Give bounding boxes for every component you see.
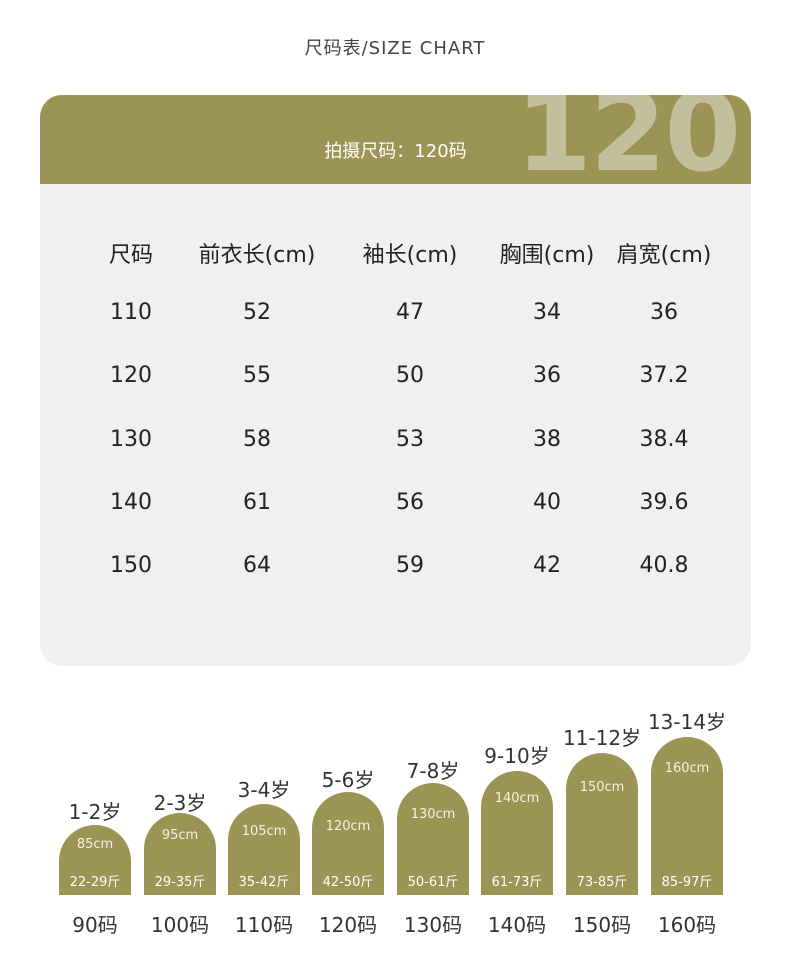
table-cell: 58	[243, 427, 271, 452]
page-title: 尺码表/SIZE CHART	[304, 38, 486, 59]
height-label: 150cm	[579, 780, 625, 795]
size-label: 140码	[487, 913, 547, 937]
table-cell: 47	[396, 300, 424, 325]
size-label: 100码	[150, 913, 210, 937]
age-label: 7-8岁	[406, 759, 460, 783]
table-cell: 110	[110, 300, 152, 325]
column-header-size: 尺码	[108, 243, 154, 268]
weight-label: 35-42斤	[238, 875, 290, 890]
age-label: 13-14岁	[647, 710, 727, 734]
table-cell: 38	[533, 427, 561, 452]
age-label: 5-6岁	[321, 768, 375, 792]
weight-label: 29-35斤	[154, 875, 206, 890]
table-cell: 150	[110, 553, 152, 578]
size-arch: 95cm 29-35斤	[144, 813, 216, 895]
size-label: 160码	[657, 913, 717, 937]
weight-label: 73-85斤	[576, 875, 628, 890]
column-header-length: 前衣长(cm)	[198, 243, 316, 268]
height-label: 95cm	[161, 828, 199, 843]
size-label: 90码	[72, 913, 118, 937]
weight-label: 22-29斤	[69, 875, 121, 890]
size-arch: 85cm 22-29斤	[59, 825, 131, 895]
age-label: 2-3岁	[153, 791, 207, 815]
table-cell: 38.4	[639, 427, 689, 452]
height-label: 120cm	[325, 819, 371, 834]
size-label: 110码	[234, 913, 294, 937]
table-cell: 50	[396, 363, 424, 388]
size-table: 尺码 前衣长(cm) 袖长(cm) 胸围(cm) 肩宽(cm) 110 52 4…	[40, 95, 751, 666]
table-cell: 40	[533, 490, 561, 515]
height-label: 130cm	[410, 807, 456, 822]
table-cell: 61	[243, 490, 271, 515]
column-header-sleeve: 袖长(cm)	[362, 243, 458, 268]
size-arch: 140cm 61-73斤	[481, 771, 553, 895]
table-cell: 36	[533, 363, 561, 388]
weight-label: 85-97斤	[661, 875, 713, 890]
size-arch: 160cm 85-97斤	[651, 737, 723, 895]
size-arch: 105cm 35-42斤	[228, 804, 300, 895]
shooting-size-watermark: 120	[515, 95, 741, 196]
size-label: 150码	[572, 913, 632, 937]
size-arch: 130cm 50-61斤	[397, 783, 469, 895]
table-cell: 40.8	[639, 553, 689, 578]
weight-label: 61-73斤	[491, 875, 543, 890]
shooting-size-label: 拍摄尺码：120码	[324, 141, 467, 162]
table-cell: 37.2	[639, 363, 689, 388]
size-label: 130码	[403, 913, 463, 937]
weight-label: 50-61斤	[407, 875, 459, 890]
table-cell: 56	[396, 490, 424, 515]
size-chart-card: 120 拍摄尺码：120码 尺码 前衣长(cm) 袖长(cm) 胸围(cm) 肩…	[40, 95, 751, 666]
table-cell: 36	[650, 300, 678, 325]
height-label: 105cm	[241, 824, 287, 839]
age-label: 9-10岁	[484, 744, 550, 768]
height-label: 85cm	[76, 837, 114, 852]
table-cell: 53	[396, 427, 424, 452]
table-cell: 34	[533, 300, 561, 325]
table-cell: 55	[243, 363, 271, 388]
table-cell: 130	[110, 427, 152, 452]
table-cell: 42	[533, 553, 561, 578]
size-label: 120码	[318, 913, 378, 937]
table-cell: 52	[243, 300, 271, 325]
card-header: 120 拍摄尺码：120码	[40, 95, 751, 196]
age-label: 11-12岁	[562, 726, 642, 750]
table-cell: 59	[396, 553, 424, 578]
height-label: 140cm	[494, 791, 540, 806]
table-cell: 39.6	[639, 490, 689, 515]
size-arch: 120cm 42-50斤	[312, 792, 384, 895]
table-cell: 120	[110, 363, 152, 388]
table-cell: 64	[243, 553, 271, 578]
height-label: 160cm	[664, 761, 710, 776]
column-header-shoulder: 肩宽(cm)	[616, 243, 712, 268]
age-label: 1-2岁	[68, 800, 122, 824]
size-guide: 1-2岁 85cm 22-29斤 90码 2-3岁 95cm 29-35斤 10…	[0, 700, 790, 958]
weight-label: 42-50斤	[322, 875, 374, 890]
size-arch: 150cm 73-85斤	[566, 753, 638, 895]
age-label: 3-4岁	[237, 778, 291, 802]
column-header-chest: 胸围(cm)	[499, 243, 595, 268]
table-cell: 140	[110, 490, 152, 515]
